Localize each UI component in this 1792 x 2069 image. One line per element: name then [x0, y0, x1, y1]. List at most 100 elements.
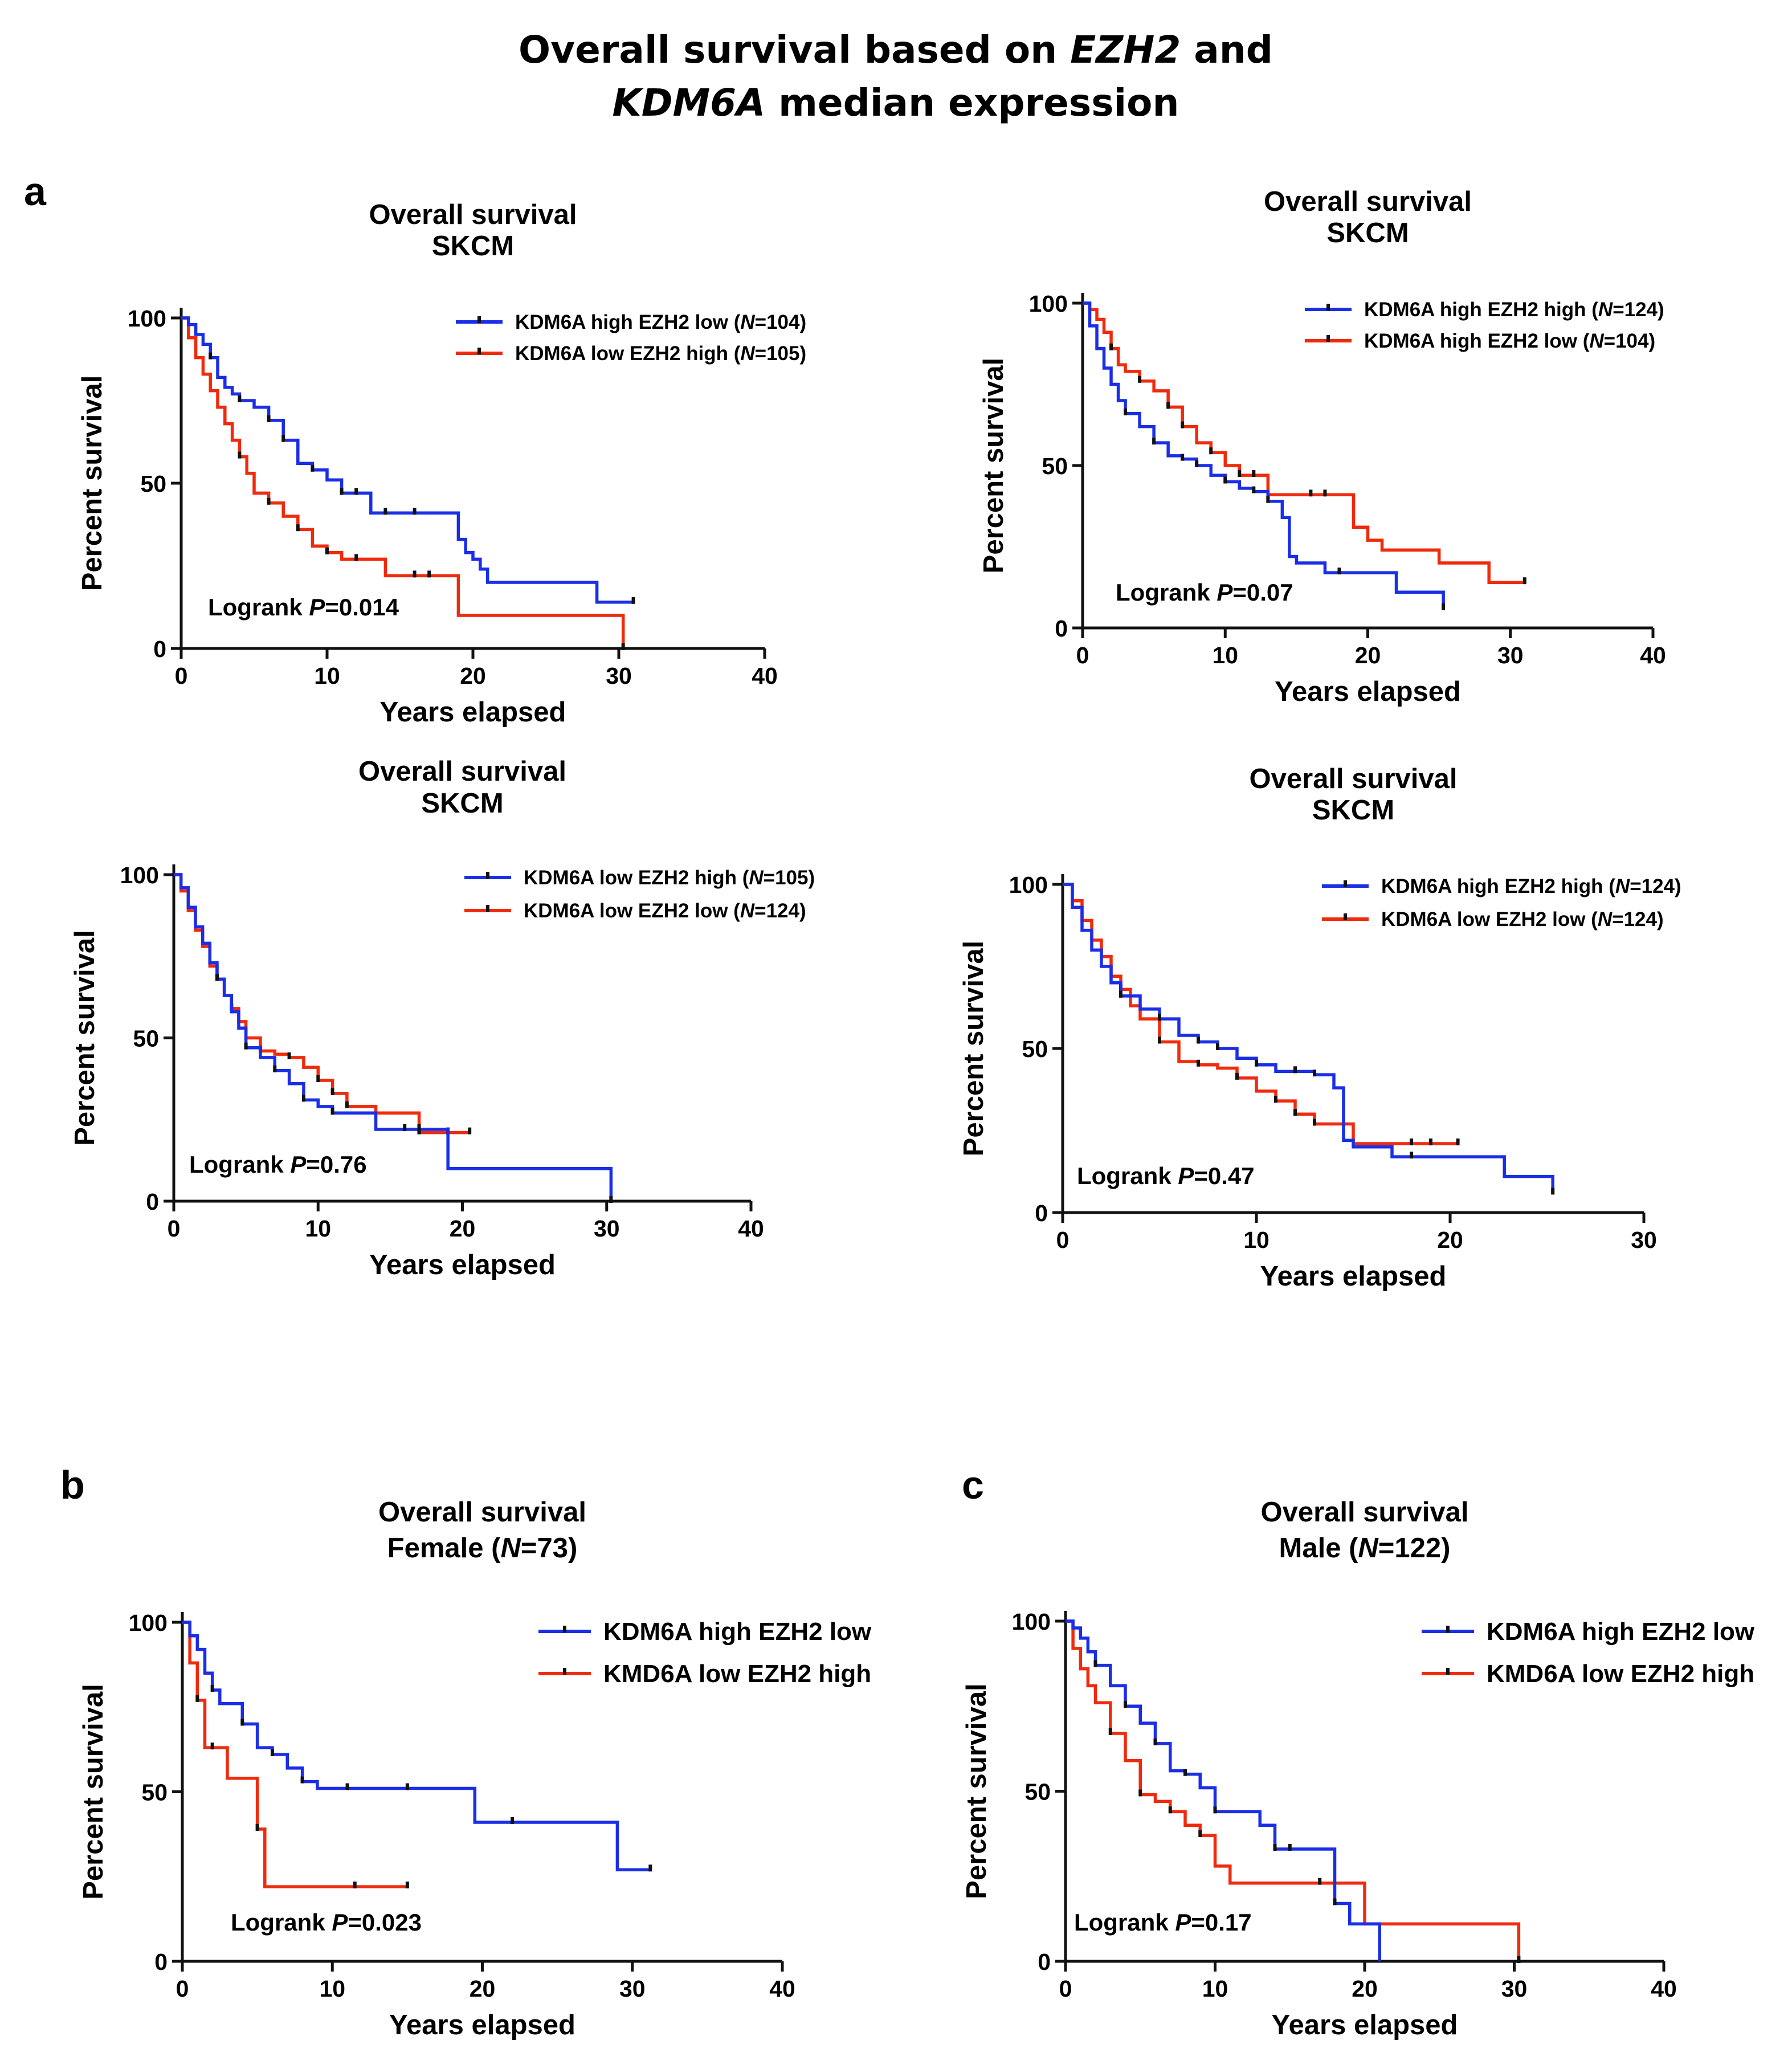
survival-curve-blue [182, 1621, 651, 1872]
logrank-annotation: Logrank P=0.023 [231, 1909, 422, 1936]
y-tick-label: 0 [1055, 615, 1068, 642]
chart-title: Overall survival [378, 1497, 586, 1528]
legend-n-open: ( [728, 900, 740, 922]
legend-label: KDM6A low EZH2 high (N=105) [515, 342, 806, 365]
legend-n-symbol: N [1589, 330, 1604, 352]
chart-subtitle-text: SKCM [421, 788, 503, 819]
legend-label: KDM6A high EZH2 low [603, 1618, 872, 1646]
x-tick-label: 20 [470, 1976, 496, 2002]
y-tick-label: 50 [1024, 1779, 1051, 1805]
x-tick-label: 10 [319, 1976, 345, 2002]
survival-curve-blue [174, 873, 613, 1201]
y-tick-label: 100 [1009, 872, 1048, 898]
legend-n-value: =105) [755, 342, 807, 365]
logrank-annotation: Logrank P=0.07 [1116, 579, 1293, 606]
survival-curve-red [182, 1621, 407, 1888]
legend-n-symbol: N [740, 900, 755, 922]
chart-title-text: Overall survival [1264, 186, 1472, 217]
x-tick-label: 10 [1202, 1976, 1228, 2002]
y-tick-label: 0 [154, 1949, 168, 1975]
x-tick-label: 30 [619, 1976, 646, 2002]
chart-title: Overall survival [1249, 764, 1457, 794]
y-tick-label: 100 [128, 305, 166, 332]
x-tick-label: 0 [176, 1976, 189, 2002]
km-chart-6: Overall survival Male (N=122) 0 10 20 30 40 0 50… [961, 1497, 1755, 2041]
legend-n-value: =124) [754, 900, 806, 922]
y-axis-label: Percent survival [78, 1684, 109, 1900]
legend-n-open: ( [1585, 908, 1598, 931]
y-tick-label: 50 [140, 471, 166, 497]
legend-label: KDM6A high EZH2 high (N=124) [1364, 299, 1664, 321]
x-tick-label: 0 [1076, 642, 1089, 668]
legend-n-symbol: N [1598, 299, 1613, 321]
logrank-label: Logrank [1074, 1909, 1175, 1936]
legend-n-symbol: N [749, 867, 764, 889]
legend-series-name: KDM6A high EZH2 low [515, 311, 729, 333]
legend-label: KDM6A high EZH2 low (N=104) [515, 311, 806, 333]
chart-title-text: Overall survival [378, 1497, 586, 1528]
y-axis-label: Percent survival [77, 376, 108, 591]
legend-n-value: =124) [1613, 299, 1664, 321]
chart-title-text: Overall survival [1260, 1497, 1468, 1528]
figure-title-line-1: Overall survival based on EZH2 and [519, 28, 1273, 72]
legend-series-name: KDM6A high EZH2 high [1364, 299, 1586, 321]
logrank-annotation: Logrank P=0.17 [1074, 1909, 1252, 1936]
x-tick-label: 0 [175, 663, 188, 689]
y-axis-label: Percent survival [961, 1683, 992, 1899]
chart-subtitle-post: =122) [1378, 1533, 1451, 1564]
survival-curve-red [1083, 301, 1525, 584]
legend-n-value: =124) [1612, 908, 1664, 931]
y-tick-label: 0 [153, 636, 166, 662]
legend-series-name: KDM6A high EZH2 high [1381, 875, 1603, 897]
y-axis-label: Percent survival [70, 930, 100, 1146]
y-axis-label: Percent survival [958, 941, 989, 1157]
legend-label: KMD6A low EZH2 high [603, 1660, 871, 1688]
chart-subtitle-text: SKCM [432, 231, 514, 262]
legend-n-value: =104) [1604, 330, 1656, 352]
logrank-p-value: =0.014 [325, 594, 399, 621]
chart-subtitle-n: N [1358, 1533, 1379, 1564]
legend-n-value: =105) [764, 867, 815, 889]
y-tick-label: 0 [1035, 1200, 1048, 1226]
chart-subtitle-pre: Female ( [387, 1533, 501, 1564]
x-axis-label: Years elapsed [1275, 676, 1461, 707]
chart-title: Overall survival [369, 199, 577, 230]
legend-series-name: KMD6A low EZH2 high [1487, 1660, 1754, 1688]
chart-subtitle-post: =73) [521, 1533, 577, 1564]
panel-label-b: b [60, 1463, 85, 1507]
survival-curve-blue [1066, 1619, 1381, 1961]
figure-title-line-2: KDM6A median expression [613, 81, 1179, 125]
x-tick-label: 30 [1501, 1976, 1528, 2002]
chart-title: Overall survival [358, 756, 566, 787]
legend-series-name: KDM6A high EZH2 low [603, 1618, 872, 1646]
logrank-p-value: =0.47 [1194, 1162, 1254, 1189]
x-axis-label: Years elapsed [389, 2010, 575, 2041]
panel-label-a: a [24, 169, 47, 214]
x-axis-label: Years elapsed [369, 1250, 556, 1280]
logrank-label: Logrank [189, 1151, 290, 1178]
logrank-p-symbol: P [1217, 579, 1233, 606]
panel-label-c: c [962, 1463, 984, 1507]
legend-series-name: KDM6A low EZH2 low [524, 900, 728, 922]
x-tick-label: 20 [1437, 1227, 1463, 1253]
chart-subtitle: SKCM [432, 231, 514, 262]
survival-curve-red [1063, 883, 1458, 1145]
legend-series-name: KDM6A high EZH2 low [1364, 330, 1578, 352]
logrank-label: Logrank [208, 594, 309, 621]
logrank-p-value: =0.76 [306, 1151, 366, 1178]
survival-curve-blue [1063, 883, 1554, 1193]
legend-series-name: KDM6A low EZH2 high [515, 342, 728, 365]
logrank-p-symbol: P [332, 1909, 348, 1936]
logrank-label: Logrank [1116, 579, 1217, 606]
survival-curve-blue [1083, 301, 1445, 609]
x-tick-label: 0 [1056, 1227, 1070, 1253]
x-tick-label: 20 [1355, 642, 1381, 668]
chart-title: Overall survival [1260, 1497, 1468, 1528]
logrank-p-symbol: P [309, 594, 325, 621]
legend-n-open: ( [728, 342, 741, 365]
legend-series-name: KDM6A high EZH2 low [1487, 1618, 1755, 1646]
